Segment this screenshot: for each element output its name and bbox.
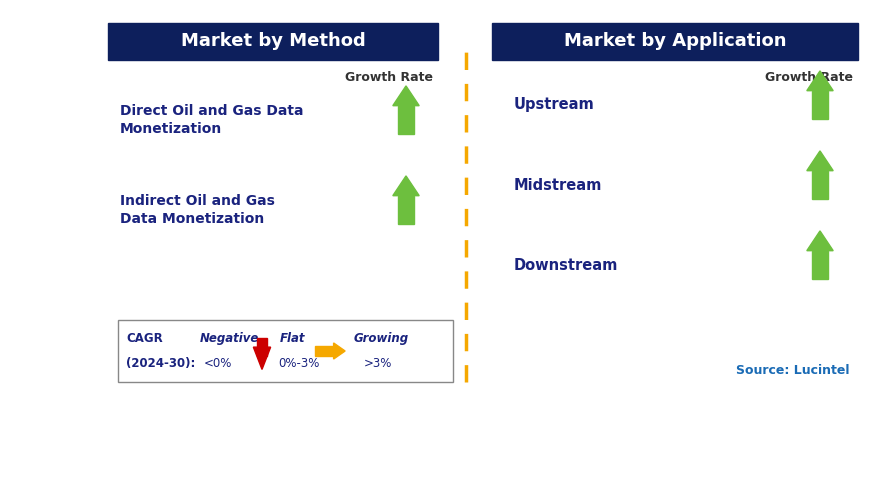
Text: Growth Rate: Growth Rate [765, 72, 853, 84]
Text: Midstream: Midstream [514, 177, 603, 193]
Text: Indirect Oil and Gas
Data Monetization: Indirect Oil and Gas Data Monetization [120, 194, 275, 226]
Bar [108, 23, 438, 60]
Polygon shape [407, 329, 425, 342]
Bar [813, 251, 828, 279]
Polygon shape [254, 347, 271, 369]
Bar [411, 342, 421, 360]
Text: Market by Method: Market by Method [180, 32, 365, 50]
Text: Market by Application: Market by Application [563, 32, 786, 50]
Text: Source: Lucintel: Source: Lucintel [737, 364, 850, 376]
Text: (2024-30):: (2024-30): [126, 357, 196, 370]
Bar [813, 91, 828, 119]
Text: Direct Oil and Gas Data
Monetization: Direct Oil and Gas Data Monetization [120, 104, 304, 136]
Text: Growing: Growing [354, 332, 409, 345]
Polygon shape [806, 71, 833, 91]
Bar [257, 338, 267, 356]
Text: Flat: Flat [280, 332, 305, 345]
Polygon shape [806, 151, 833, 171]
Bar [398, 196, 413, 224]
Text: Growth Rate: Growth Rate [345, 72, 433, 84]
Text: CAGR: CAGR [126, 332, 163, 345]
Polygon shape [393, 86, 419, 106]
Text: Downstream: Downstream [514, 258, 618, 272]
Bar [315, 346, 334, 356]
Polygon shape [334, 343, 345, 359]
Text: 0%-3%: 0%-3% [278, 357, 320, 370]
Polygon shape [393, 176, 419, 196]
Text: Negative: Negative [200, 332, 259, 345]
Text: <0%: <0% [204, 357, 232, 370]
Bar [398, 106, 413, 134]
Bar [118, 320, 453, 382]
Bar [492, 23, 858, 60]
Text: Upstream: Upstream [514, 98, 595, 113]
Text: >3%: >3% [364, 357, 392, 370]
Bar [813, 171, 828, 199]
Polygon shape [806, 231, 833, 251]
